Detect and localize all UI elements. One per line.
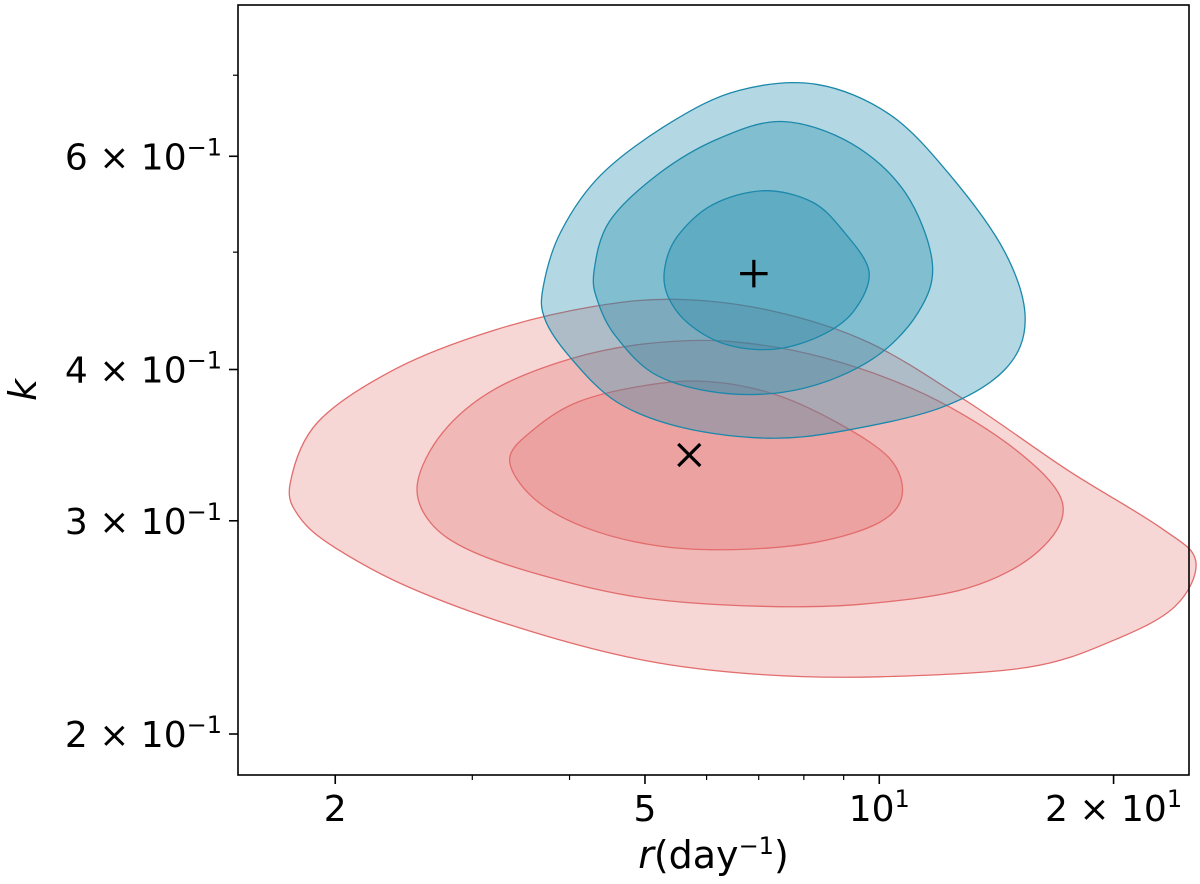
contour-series-1-level-1 <box>288 298 1197 678</box>
plot-frame <box>237 4 1190 776</box>
tick-layer <box>229 74 1115 784</box>
center-marker-2 <box>740 259 768 288</box>
contour-series-1-level-2 <box>416 339 1064 608</box>
x-tick-label: 101 <box>849 785 910 830</box>
contour-layer <box>288 82 1197 678</box>
tick-label-layer: 2 5 101 2 × 101 2 × 10−1 3 × 10−1 4 × 10−1 6 × … <box>65 133 1182 830</box>
x-tick-label: 2 <box>324 789 347 830</box>
x-tick-label: 2 × 101 <box>1045 785 1182 830</box>
contour-series-2-level-2 <box>592 120 934 396</box>
center-marker-1 <box>677 442 702 468</box>
contour-series-2-level-3 <box>663 190 870 351</box>
y-tick-label: 6 × 10−1 <box>65 133 222 178</box>
contour-series-1-level-3 <box>508 380 904 551</box>
y-tick-label: 4 × 10−1 <box>65 347 222 392</box>
x-tick-label: 5 <box>634 789 657 830</box>
x-axis-label: r(day−1) <box>638 832 789 877</box>
y-axis-label: k <box>1 377 45 401</box>
y-tick-label: 3 × 10−1 <box>65 498 222 543</box>
marker-layer <box>677 259 768 468</box>
y-tick-label: 2 × 10−1 <box>65 711 222 756</box>
